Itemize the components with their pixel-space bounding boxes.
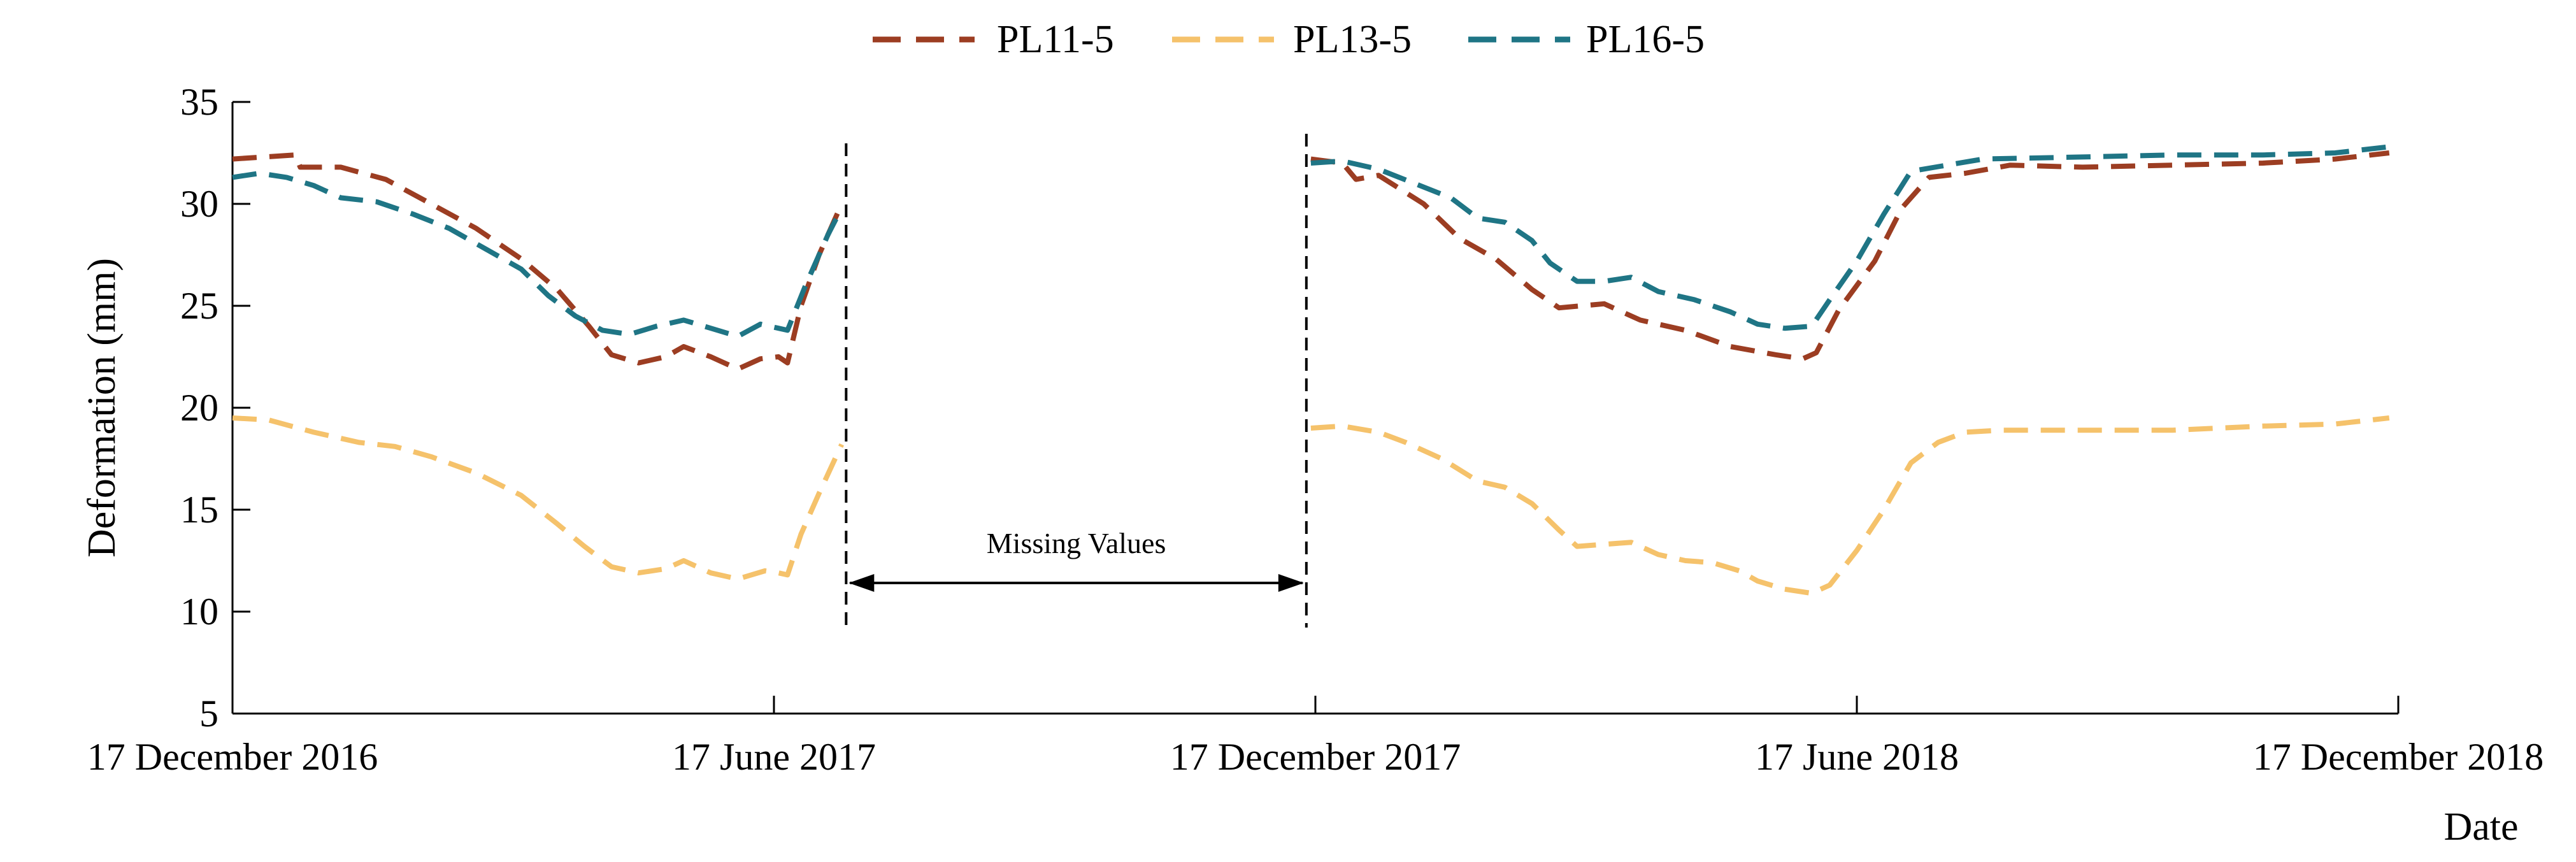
legend-label: PL13-5 [1293,18,1412,61]
legend-label: PL11-5 [997,18,1114,61]
series-line-PL11-5 [1310,150,2390,362]
series-PL16-5 [232,144,2390,339]
gap-arrow-head-right [1278,574,1304,592]
gap-arrow-head-left [848,574,875,592]
series-line-PL13-5 [1310,415,2390,596]
x-tick-label: 17 June 2017 [672,736,876,778]
x-tick-label: 17 December 2018 [2253,736,2544,778]
y-tick-label: 35 [180,81,218,123]
x-tick-label: 17 June 2018 [1755,736,1959,778]
x-tick-label: 17 December 2017 [1170,736,1461,778]
axes: 5 10 15 20 25 30 35 17 December 2016 17 June 201… [80,81,2544,849]
legend-item-PL13-5: PL13-5 [1172,18,1412,61]
series-PL13-5 [232,415,2390,596]
y-tick-label: 5 [199,693,218,735]
series-line-PL16-5 [1310,144,2390,331]
y-tick-label: 25 [180,285,218,327]
y-axis-label: Deformation (mm) [80,258,124,557]
series-PL11-5 [232,150,2390,372]
series-line-PL13-5 [232,415,844,582]
y-tick-label: 20 [180,387,218,429]
series-line-PL11-5 [232,152,844,372]
missing-values-annotation: Missing Values [845,134,1308,631]
x-tick-label: 17 December 2016 [87,736,378,778]
x-axis-label: Date [2444,805,2518,849]
series-lines [232,144,2390,596]
y-tick-label: 10 [180,591,218,633]
series-line-PL16-5 [232,171,844,339]
y-tick-label: 30 [180,183,218,225]
legend-label: PL16-5 [1586,18,1705,61]
y-tick-label: 15 [180,489,218,531]
legend-item-PL16-5: PL16-5 [1468,18,1705,61]
legend: PL11-5 PL13-5 PL16-5 [873,18,1705,61]
gap-label: Missing Values [987,527,1166,559]
legend-item-PL11-5: PL11-5 [873,18,1114,61]
